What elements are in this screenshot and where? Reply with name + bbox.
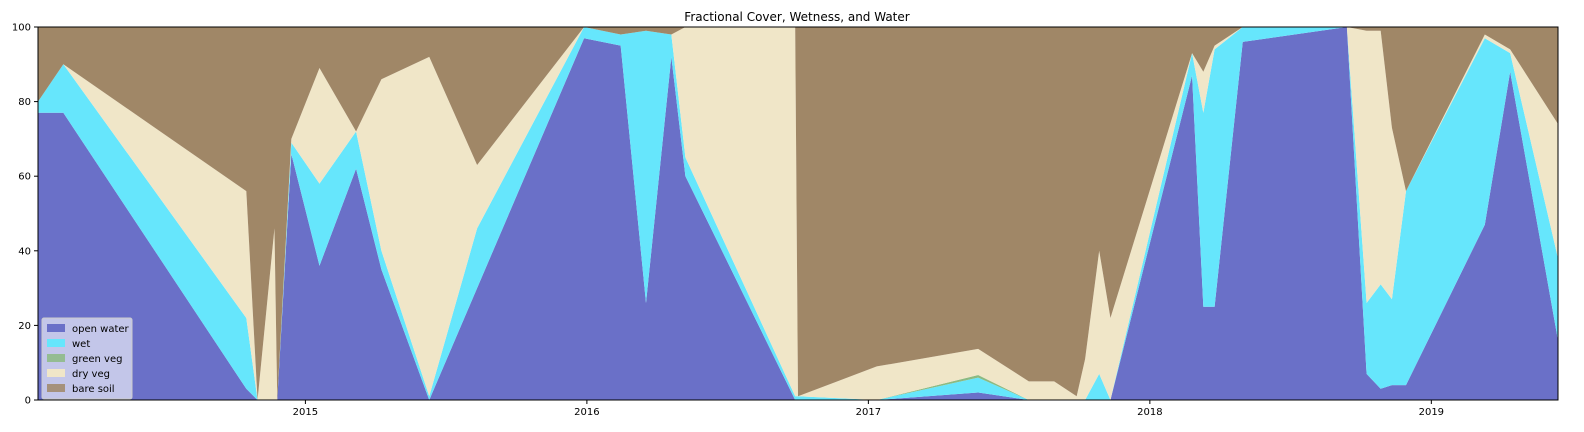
- legend-label-open-water: open water: [72, 324, 130, 335]
- legend: open water wet green veg dry veg bare soil: [41, 317, 133, 400]
- x-tick-label: 2018: [1137, 407, 1162, 418]
- legend-label-wet: wet: [72, 339, 90, 350]
- x-tick-label: 2017: [856, 407, 881, 418]
- plot-frame: [37, 26, 1559, 401]
- y-tick-label: 20: [18, 321, 31, 332]
- y-tick-label: 60: [18, 172, 31, 183]
- legend-box: [41, 317, 133, 400]
- legend-swatch-dry-veg: [47, 369, 65, 377]
- area-dry-veg: [38, 27, 1558, 400]
- area-bare-soil: [38, 27, 1558, 400]
- legend-swatch-open-water: [47, 324, 65, 332]
- area-wet: [38, 27, 1558, 400]
- x-tick-label: 2019: [1419, 407, 1444, 418]
- y-tick-label: 40: [18, 246, 31, 257]
- x-tick-label: 2016: [574, 407, 599, 418]
- legend-label-bare-soil: bare soil: [72, 384, 115, 395]
- y-tick-label: 80: [18, 97, 31, 108]
- legend-swatch-green-veg: [47, 354, 65, 362]
- x-axis: 2015 2016 2017 2018 2019: [293, 400, 1444, 418]
- legend-label-green-veg: green veg: [72, 354, 122, 365]
- area-open-water: [38, 27, 1558, 400]
- legend-label-dry-veg: dry veg: [72, 369, 110, 380]
- chart-title: Fractional Cover, Wetness, and Water: [684, 10, 909, 24]
- legend-swatch-wet: [47, 339, 65, 347]
- y-tick-label: 0: [25, 396, 31, 407]
- legend-swatch-bare-soil: [47, 384, 65, 392]
- chart-areas: [38, 27, 1558, 400]
- y-tick-label: 100: [12, 23, 31, 34]
- x-tick-label: 2015: [293, 407, 318, 418]
- y-axis: 0 20 40 60 80 100: [12, 23, 38, 407]
